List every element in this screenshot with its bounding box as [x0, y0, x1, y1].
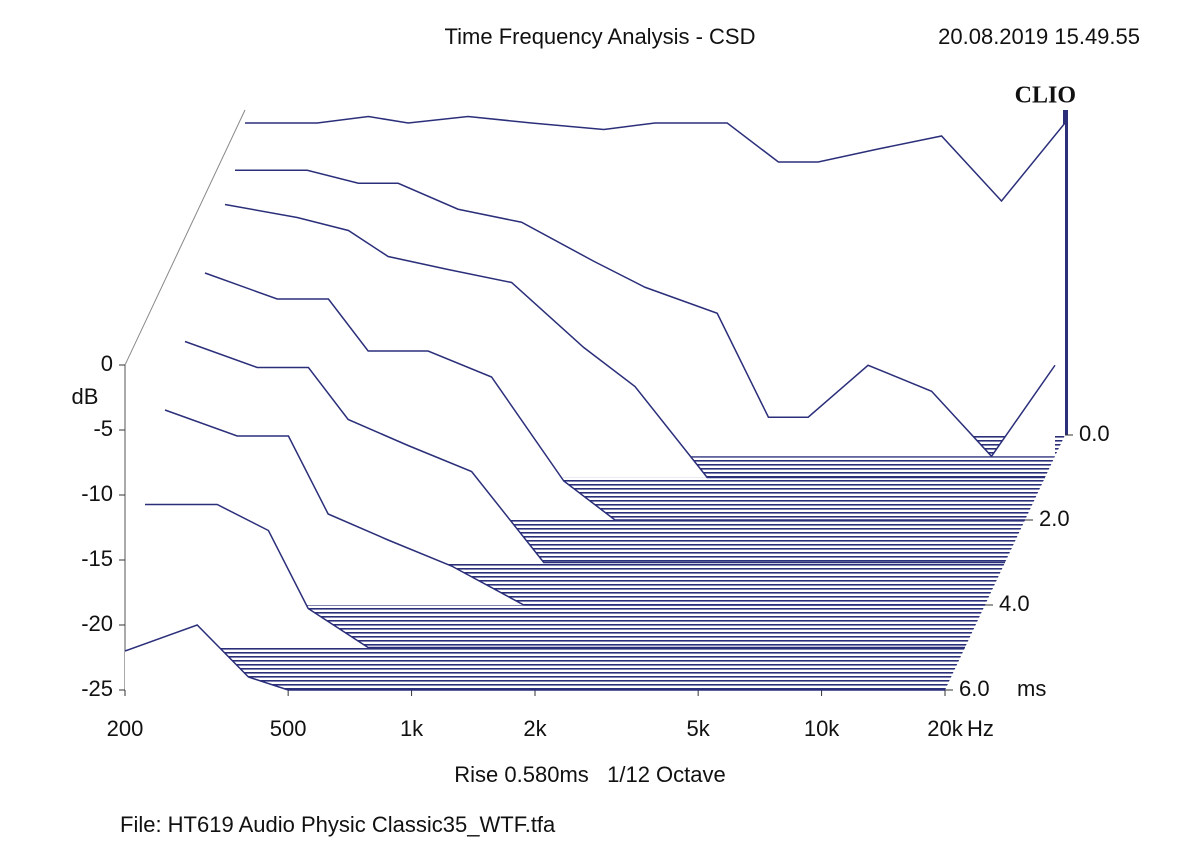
- y-tick-label: -25: [81, 676, 113, 701]
- z-unit: ms: [1017, 676, 1046, 701]
- x-tick-label: 10k: [804, 716, 840, 741]
- z-tick-label: 6.0: [959, 676, 990, 701]
- x-tick-label: 500: [270, 716, 307, 741]
- subtitle: Rise 0.580ms 1/12 Octave: [454, 762, 725, 787]
- y-tick-label: -20: [81, 611, 113, 636]
- brand: CLIO: [1015, 83, 1076, 109]
- x-tick-label: 1k: [400, 716, 424, 741]
- slice-fill: [145, 504, 965, 648]
- y-tick-label: -10: [81, 481, 113, 506]
- x-tick-label: 2k: [523, 716, 547, 741]
- date: 20.08.2019 15.49.55: [938, 24, 1140, 49]
- back-wall-edge: [1063, 110, 1068, 435]
- y-tick-label: -5: [93, 416, 113, 441]
- plot: 0 -5 -10 -15 -20 -25 200 500 1k 2k 5k 10k 20k Hz 0.0 2.…: [81, 109, 1110, 741]
- file-name: File: HT619 Audio Physic Classic35_WTF.t…: [120, 812, 556, 837]
- slice-line: [204, 272, 1025, 521]
- z-tick-label: 4.0: [999, 591, 1030, 616]
- y-tick-label: -15: [81, 546, 113, 571]
- slice-line: [164, 409, 985, 606]
- y-tick-label: 0: [101, 351, 113, 376]
- slice-line: [124, 624, 945, 691]
- z-tick-label: 2.0: [1039, 506, 1070, 531]
- z-tick-label: 0.0: [1079, 421, 1110, 446]
- slice-fill: [125, 625, 945, 690]
- slice-fill: [165, 410, 985, 605]
- x-tick-label: 5k: [687, 716, 711, 741]
- x-tick-label: 200: [107, 716, 144, 741]
- slice-fill: [185, 341, 1005, 563]
- slice-line: [145, 503, 965, 649]
- x-unit: Hz: [967, 716, 994, 741]
- slice-line: [245, 115, 1066, 203]
- chart-title: Time Frequency Analysis - CSD: [445, 24, 756, 49]
- x-tick-label: 20k: [927, 716, 963, 741]
- y-label: dB: [72, 384, 99, 409]
- slice-line: [235, 169, 1056, 458]
- slice-line: [184, 340, 1005, 564]
- frame-line: [124, 109, 246, 366]
- slice-line: [224, 203, 1045, 479]
